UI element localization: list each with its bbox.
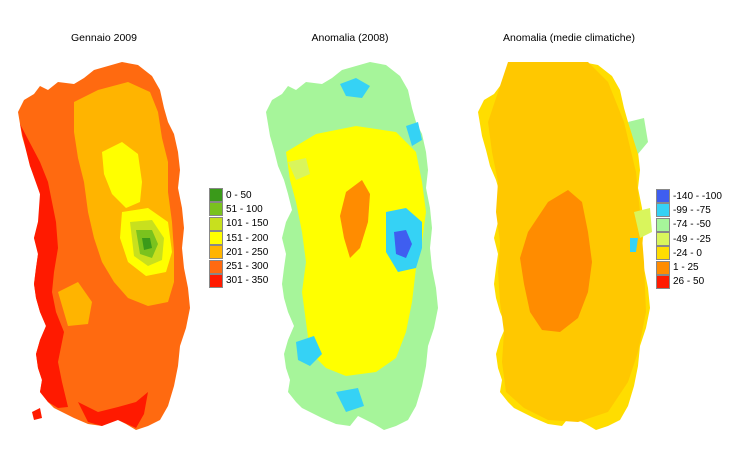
legend-precipitation: 0 - 50 51 - 100 101 - 150 151 - 200 201 - 25… — [209, 188, 268, 288]
legend-swatch — [209, 216, 223, 231]
legend-row: -49 - -25 — [656, 232, 722, 247]
anomaly-band-1-25 — [520, 190, 592, 332]
rain-band-151-200-north — [102, 142, 142, 208]
legend-label: -140 - -100 — [673, 190, 722, 202]
legend-row: 201 - 250 — [209, 245, 269, 260]
legend-row: 0 - 50 — [209, 188, 268, 203]
legend-anomaly: -140 - -100 -99 - -75 -74 - -50 -49 - -25 -2… — [656, 189, 722, 289]
rain-band-301-350-south — [78, 392, 148, 428]
legend-row: -140 - -100 — [656, 189, 722, 204]
anomaly-band-minus-74-50 — [628, 118, 648, 154]
legend-label: -99 - -75 — [673, 204, 711, 216]
island-sant-antioco — [32, 408, 42, 420]
map-anomalia-medie-climatiche — [478, 62, 652, 430]
legend-swatch — [656, 232, 670, 247]
legend-label: 201 - 250 — [226, 246, 269, 258]
rain-band-0-50 — [142, 238, 152, 250]
legend-label: 151 - 200 — [226, 232, 269, 244]
anomaly-band-minus-99-75-southwest — [296, 336, 322, 366]
rain-band-201-250-southwest — [58, 282, 92, 326]
legend-swatch — [656, 274, 670, 289]
legend-row: 301 - 350 — [209, 273, 269, 288]
map-title-anomalia-medie: Anomalia (medie climatiche) — [503, 32, 635, 44]
legend-swatch — [209, 231, 223, 246]
legend-swatch — [656, 189, 670, 204]
legend-row: 251 - 300 — [209, 259, 269, 274]
legend-swatch — [209, 188, 223, 203]
legend-swatch — [656, 203, 670, 218]
anomaly-band-minus-140-100 — [394, 230, 412, 258]
legend-row: 51 - 100 — [209, 202, 268, 217]
legend-row: -24 - 0 — [656, 246, 722, 261]
legend-label: 301 - 350 — [226, 275, 269, 287]
legend-label: -49 - -25 — [673, 233, 711, 245]
map-anomalia-2008 — [266, 62, 438, 430]
map-title-anomalia-2008: Anomalia (2008) — [311, 32, 389, 44]
legend-swatch — [209, 202, 223, 217]
legend-swatch — [209, 245, 223, 260]
legend-swatch — [209, 273, 223, 288]
legend-row: 101 - 150 — [209, 216, 269, 231]
legend-swatch — [656, 246, 670, 261]
legend-label: -24 - 0 — [673, 247, 702, 259]
map-gennaio-2009 — [18, 62, 190, 430]
legend-label: 1 - 25 — [673, 262, 699, 274]
anomaly-band-minus-49-25 — [634, 208, 652, 238]
legend-row: -74 - -50 — [656, 217, 722, 232]
anomaly-band-minus-99-75-north — [340, 78, 370, 98]
legend-swatch — [656, 217, 670, 232]
anomaly-band-minus-99-75-south — [336, 388, 364, 412]
map-title-gennaio-2009: Gennaio 2009 — [71, 32, 137, 44]
legend-label: -74 - -50 — [673, 219, 711, 231]
legend-label: 26 - 50 — [673, 276, 705, 288]
anomaly-band-minus-99-75 — [630, 238, 638, 252]
legend-row: 1 - 25 — [656, 260, 722, 275]
legend-swatch — [209, 259, 223, 274]
legend-row: 26 - 50 — [656, 274, 722, 289]
legend-row: 151 - 200 — [209, 231, 269, 246]
anomaly-band-1-25 — [340, 180, 370, 258]
anomaly-band-minus-49-25 — [288, 158, 310, 180]
legend-row: -99 - -75 — [656, 203, 722, 218]
legend-label: 0 - 50 — [226, 189, 252, 201]
legend-swatch — [656, 260, 670, 275]
legend-label: 251 - 300 — [226, 261, 269, 273]
rain-band-301-350-west — [20, 124, 68, 408]
legend-label: 51 - 100 — [226, 203, 263, 215]
anomaly-band-minus-99-75-northeast — [406, 122, 422, 146]
legend-label: 101 - 150 — [226, 218, 269, 230]
